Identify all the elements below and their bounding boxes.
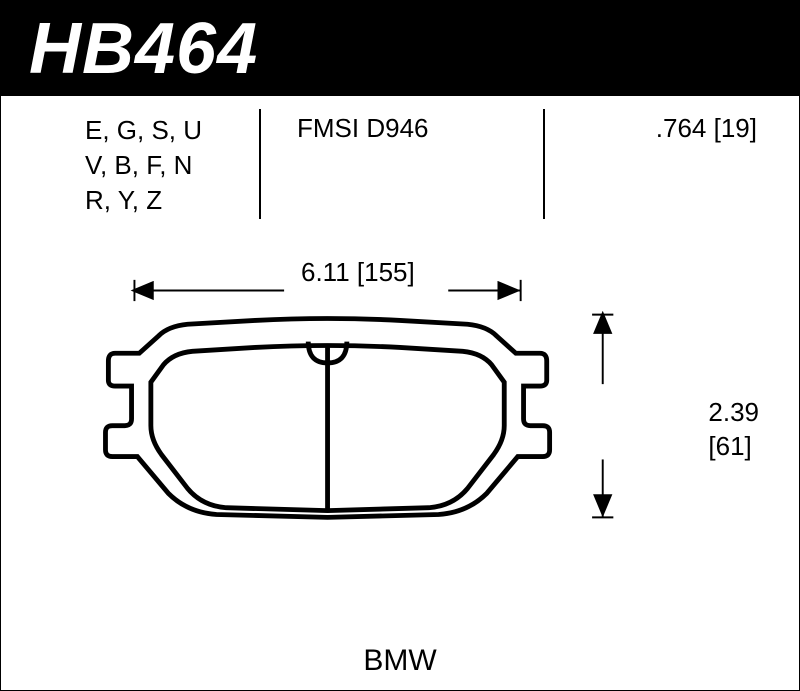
compound-line-1: E, G, S, U <box>85 113 202 148</box>
height-dimension <box>592 315 613 518</box>
part-number: HB464 <box>29 8 258 90</box>
thickness-mm: 19 <box>721 113 750 143</box>
page: HB464 E, G, S, U V, B, F, N R, Y, Z FMSI… <box>0 0 800 691</box>
compound-line-3: R, Y, Z <box>85 183 202 218</box>
header-bar: HB464 <box>1 1 799 96</box>
height-label: 2.39 [61] <box>708 396 759 464</box>
meta-divider-2 <box>543 109 545 219</box>
meta-divider-1 <box>259 109 261 219</box>
brand-label: BMW <box>1 644 799 678</box>
thickness-value: .764 [19] <box>656 113 757 144</box>
fmsi-code: FMSI D946 <box>297 113 429 144</box>
height-in: 2.39 <box>708 397 759 427</box>
width-dimension <box>134 280 520 301</box>
meta-block: E, G, S, U V, B, F, N R, Y, Z FMSI D946 … <box>1 109 799 239</box>
height-mm: 61 <box>716 431 745 461</box>
thickness-in: .764 <box>656 113 707 143</box>
brake-pad-shape <box>105 318 549 517</box>
compound-line-2: V, B, F, N <box>85 148 202 183</box>
pad-diagram <box>91 251 651 581</box>
compound-codes: E, G, S, U V, B, F, N R, Y, Z <box>85 113 202 218</box>
diagram-area: 6.11 [155] 2.39 [61] <box>1 251 800 601</box>
